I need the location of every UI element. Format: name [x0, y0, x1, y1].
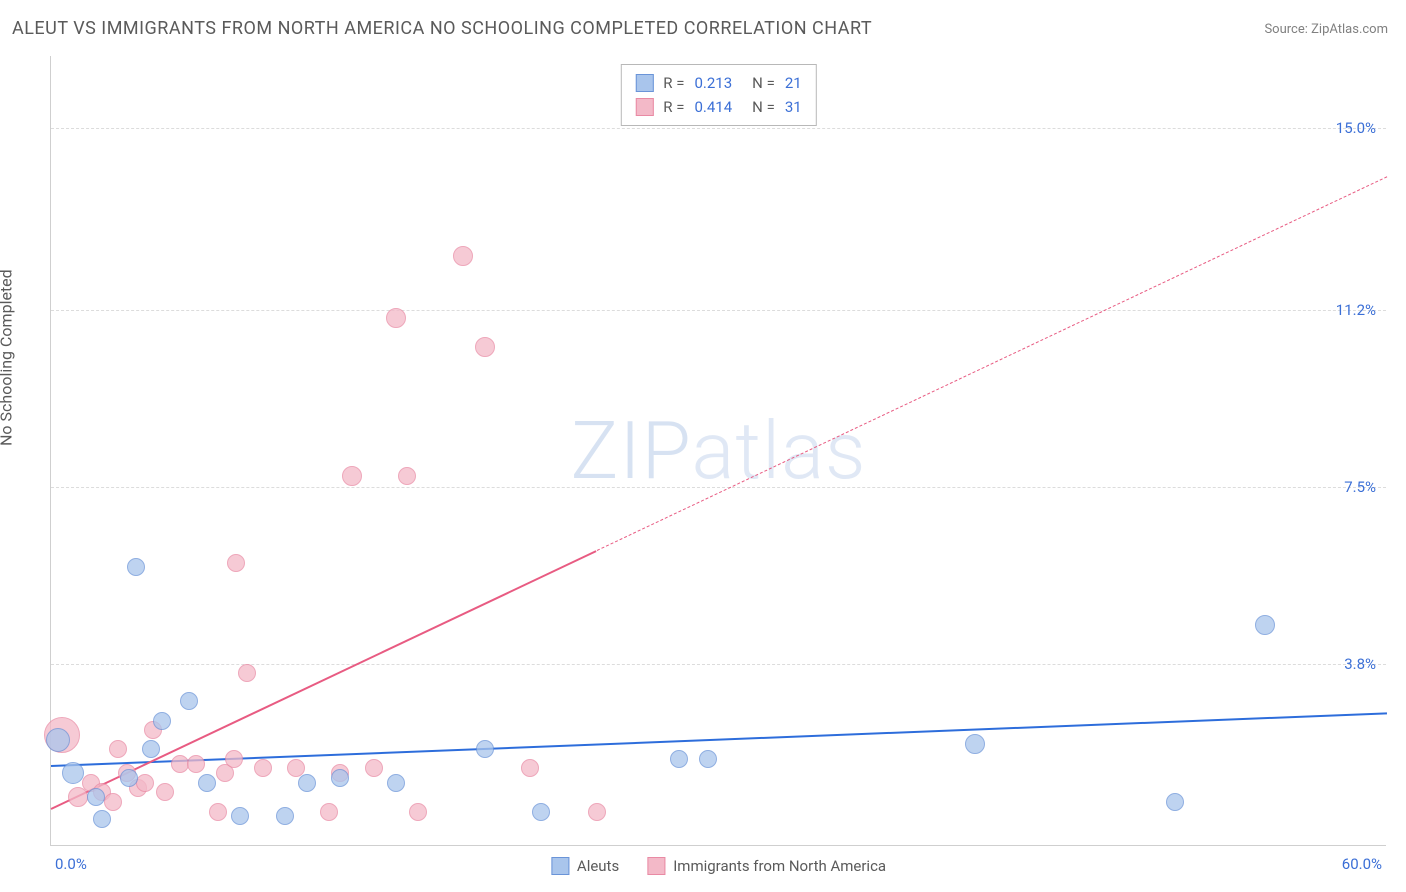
scatter-point	[532, 803, 550, 821]
scatter-point	[342, 466, 362, 486]
plot-area: ZIPatlas R = 0.213 N = 21 R = 0.414 N = …	[50, 56, 1386, 846]
scatter-point	[68, 787, 88, 807]
x-tick-max: 60.0%	[1342, 855, 1382, 873]
y-tick-label: 11.2%	[1336, 301, 1376, 319]
trendline-extrapolated	[596, 176, 1387, 551]
stats-n-value-1: 21	[785, 71, 802, 95]
scatter-point	[588, 803, 606, 821]
scatter-point	[231, 807, 249, 825]
scatter-point	[225, 750, 243, 768]
scatter-point	[699, 750, 717, 768]
source-link[interactable]: ZipAtlas.com	[1311, 22, 1388, 37]
scatter-point	[409, 803, 427, 821]
scatter-point	[104, 793, 122, 811]
stats-row-series-2: R = 0.414 N = 31	[635, 95, 801, 119]
scatter-point	[127, 558, 145, 576]
scatter-point	[187, 755, 205, 773]
stats-swatch-series-1	[635, 74, 653, 92]
trendline	[51, 712, 1387, 767]
scatter-point	[475, 337, 495, 357]
scatter-point	[386, 308, 406, 328]
legend-item-series-2: Immigrants from North America	[647, 857, 886, 875]
legend-swatch-series-2	[647, 857, 665, 875]
chart-title: ALEUT VS IMMIGRANTS FROM NORTH AMERICA N…	[12, 18, 872, 39]
bottom-legend: Aleuts Immigrants from North America	[551, 857, 886, 875]
scatter-point	[387, 774, 405, 792]
x-tick-min: 0.0%	[55, 855, 87, 873]
source-attribution: Source: ZipAtlas.com	[1264, 22, 1388, 37]
watermark-part2: atlas	[692, 404, 867, 498]
legend-swatch-series-1	[551, 857, 569, 875]
scatter-point	[453, 246, 473, 266]
scatter-point	[298, 774, 316, 792]
scatter-point	[120, 769, 138, 787]
watermark: ZIPatlas	[570, 404, 866, 498]
gridline	[51, 128, 1386, 129]
y-tick-label: 3.8%	[1344, 655, 1376, 673]
stats-row-series-1: R = 0.213 N = 21	[635, 71, 801, 95]
scatter-point	[965, 734, 985, 754]
chart-container: ALEUT VS IMMIGRANTS FROM NORTH AMERICA N…	[0, 0, 1406, 892]
source-label: Source:	[1264, 22, 1307, 37]
scatter-point	[136, 774, 154, 792]
stats-n-label-2: N =	[752, 95, 775, 119]
scatter-point	[521, 759, 539, 777]
scatter-point	[227, 554, 245, 572]
y-tick-label: 7.5%	[1344, 478, 1376, 496]
stats-n-label-1: N =	[752, 71, 775, 95]
legend-label-series-1: Aleuts	[577, 857, 619, 875]
stats-n-value-2: 31	[785, 95, 802, 119]
scatter-point	[46, 728, 70, 752]
legend-item-series-1: Aleuts	[551, 857, 619, 875]
scatter-point	[93, 810, 111, 828]
y-axis-label: No Schooling Completed	[0, 269, 16, 446]
scatter-point	[476, 740, 494, 758]
scatter-point	[276, 807, 294, 825]
scatter-point	[320, 803, 338, 821]
y-tick-label: 15.0%	[1336, 119, 1376, 137]
scatter-point	[238, 664, 256, 682]
stats-swatch-series-2	[635, 98, 653, 116]
stats-r-label-1: R =	[663, 71, 684, 95]
scatter-point	[365, 759, 383, 777]
scatter-point	[1255, 615, 1275, 635]
scatter-point	[1166, 793, 1184, 811]
stats-r-value-1: 0.213	[694, 71, 732, 95]
gridline	[51, 487, 1386, 488]
correlation-stats-box: R = 0.213 N = 21 R = 0.414 N = 31	[620, 64, 816, 126]
legend-label-series-2: Immigrants from North America	[673, 857, 886, 875]
scatter-point	[156, 783, 174, 801]
scatter-point	[142, 740, 160, 758]
scatter-point	[209, 803, 227, 821]
watermark-part1: ZIP	[570, 404, 691, 498]
scatter-point	[153, 712, 171, 730]
gridline	[51, 310, 1386, 311]
scatter-point	[198, 774, 216, 792]
scatter-point	[109, 740, 127, 758]
scatter-point	[670, 750, 688, 768]
scatter-point	[398, 467, 416, 485]
scatter-point	[254, 759, 272, 777]
scatter-point	[62, 762, 84, 784]
stats-r-label-2: R =	[663, 95, 684, 119]
scatter-point	[87, 788, 105, 806]
stats-r-value-2: 0.414	[694, 95, 732, 119]
scatter-point	[180, 692, 198, 710]
scatter-point	[331, 769, 349, 787]
